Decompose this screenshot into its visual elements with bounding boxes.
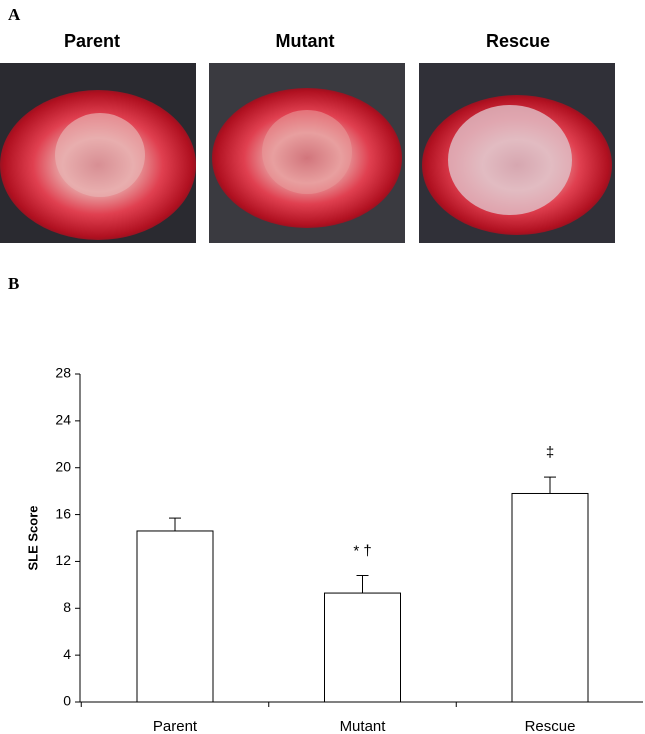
photo	[419, 63, 615, 243]
panel-label: A	[8, 5, 21, 24]
y-tick-label: 20	[55, 458, 71, 474]
y-tick-label: 8	[63, 599, 71, 615]
photo	[0, 63, 196, 243]
y-tick-label: 4	[63, 646, 71, 662]
photo	[209, 63, 405, 243]
annotation: ‡	[546, 444, 554, 461]
bar	[511, 492, 589, 703]
bar	[324, 592, 401, 703]
x-tick-label: Mutant	[340, 718, 387, 734]
x-tick-label: Rescue	[525, 718, 576, 734]
bar	[136, 530, 214, 703]
photo-title: Rescue	[486, 31, 550, 51]
y-tick-label: 12	[55, 552, 71, 568]
y-axis-label: SLE Score	[25, 505, 40, 570]
y-tick-label: 16	[55, 505, 71, 521]
panel-label: B	[8, 274, 19, 293]
x-tick-label: Parent	[153, 718, 198, 734]
y-tick-label: 0	[63, 693, 71, 709]
photo-title: Parent	[64, 31, 120, 51]
y-tick-label: 24	[55, 412, 71, 428]
y-tick-label: 28	[55, 365, 71, 381]
annotation: * †	[353, 542, 371, 559]
photo-title: Mutant	[276, 31, 335, 51]
